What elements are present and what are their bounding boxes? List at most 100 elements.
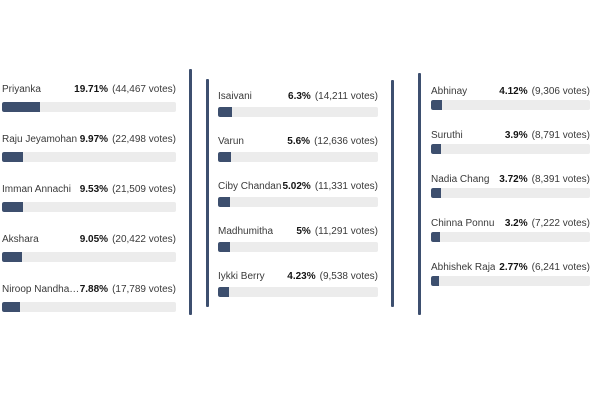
vote-bar-track	[218, 197, 378, 207]
candidate-header: Abhishek Raja 2.77% (6,241 votes)	[431, 262, 590, 274]
vote-bar-fill	[218, 197, 231, 207]
card-divider	[206, 79, 209, 307]
candidate-header: Varun 5.6% (12,636 votes)	[218, 136, 378, 148]
candidate-header: Chinna Ponnu 3.2% (7,222 votes)	[431, 218, 590, 230]
candidate-votes: (8,391 votes)	[531, 174, 590, 185]
candidate-percent: 9.05%	[79, 234, 109, 245]
candidate-percent: 19.71%	[74, 84, 109, 95]
candidate-row: Niroop Nandhak... 7.88% (17,789 votes)	[2, 284, 176, 312]
candidate-header: Niroop Nandhak... 7.88% (17,789 votes)	[2, 284, 176, 296]
candidate-percent: 4.23%	[287, 271, 316, 282]
candidate-percent: 6.3%	[288, 91, 311, 102]
candidate-name: Imman Annachi	[2, 184, 71, 195]
candidate-header: Suruthi 3.9% (8,791 votes)	[431, 130, 590, 142]
poll-column-1: Priyanka 19.71% (44,467 votes) Raju Jeyam…	[2, 84, 176, 334]
vote-bar-track	[218, 152, 378, 162]
vote-bar-fill	[218, 107, 233, 117]
candidate-row: Abhinay 4.12% (9,306 votes)	[431, 86, 590, 110]
candidate-result: 19.71% (44,467 votes)	[74, 84, 176, 96]
candidate-name: Chinna Ponnu	[431, 218, 495, 229]
candidate-percent: 2.77%	[499, 262, 528, 273]
candidate-percent: 9.97%	[79, 134, 109, 145]
vote-bar-track	[218, 107, 378, 117]
card-divider	[189, 69, 192, 315]
vote-bar-track	[2, 252, 176, 262]
candidate-row: Chinna Ponnu 3.2% (7,222 votes)	[431, 218, 590, 242]
candidate-votes: (12,636 votes)	[314, 136, 378, 147]
candidate-row: Priyanka 19.71% (44,467 votes)	[2, 84, 176, 112]
vote-bar-track	[431, 144, 590, 154]
candidate-row: Ciby Chandan 5.02% (11,331 votes)	[218, 181, 378, 207]
candidate-votes: (7,222 votes)	[531, 218, 590, 229]
candidate-percent: 3.72%	[499, 174, 528, 185]
candidate-row: Suruthi 3.9% (8,791 votes)	[431, 130, 590, 154]
candidate-result: 6.3% (14,211 votes)	[288, 91, 378, 103]
candidate-name: Ciby Chandan	[218, 181, 282, 192]
candidate-percent: 9.53%	[79, 184, 109, 195]
vote-bar-track	[2, 102, 176, 112]
candidate-header: Priyanka 19.71% (44,467 votes)	[2, 84, 176, 96]
candidate-percent: 3.2%	[504, 218, 528, 229]
candidate-header: Imman Annachi 9.53% (21,509 votes)	[2, 184, 176, 196]
candidate-name: Priyanka	[2, 84, 41, 95]
candidate-name: Niroop Nandhak...	[2, 284, 80, 295]
candidate-votes: (20,422 votes)	[112, 234, 176, 245]
candidate-header: Madhumitha 5% (11,291 votes)	[218, 226, 378, 238]
candidate-name: Abhinay	[431, 86, 468, 97]
candidate-result: 7.88% (17,789 votes)	[80, 284, 176, 296]
candidate-header: Ciby Chandan 5.02% (11,331 votes)	[218, 181, 378, 193]
vote-bar-fill	[2, 252, 22, 262]
vote-bar-fill	[218, 152, 231, 162]
vote-bar-fill	[431, 276, 440, 286]
candidate-name: Nadia Chang	[431, 174, 490, 185]
candidate-header: Akshara 9.05% (20,422 votes)	[2, 234, 176, 246]
candidate-percent: 5.6%	[287, 136, 311, 147]
vote-bar-fill	[431, 144, 442, 154]
vote-bar-fill	[431, 188, 441, 198]
candidate-row: Isaivani 6.3% (14,211 votes)	[218, 91, 378, 117]
candidate-result: 4.23% (9,538 votes)	[287, 271, 378, 283]
candidate-header: Isaivani 6.3% (14,211 votes)	[218, 91, 378, 103]
vote-bar-fill	[431, 232, 441, 242]
vote-bar-fill	[2, 152, 24, 162]
candidate-votes: (11,291 votes)	[314, 226, 378, 237]
vote-bar-fill	[218, 242, 230, 252]
candidate-result: 9.97% (22,498 votes)	[80, 134, 176, 146]
vote-bar-track	[431, 232, 590, 242]
candidate-votes: (11,331 votes)	[314, 181, 378, 192]
candidate-votes: (14,211 votes)	[314, 91, 378, 102]
vote-bar-track	[431, 276, 590, 286]
candidate-result: 5% (11,291 votes)	[296, 226, 378, 238]
candidate-percent: 3.9%	[504, 130, 528, 141]
candidate-row: Imman Annachi 9.53% (21,509 votes)	[2, 184, 176, 212]
candidate-votes: (6,241 votes)	[531, 262, 590, 273]
candidate-name: Isaivani	[218, 91, 252, 102]
candidate-result: 9.53% (21,509 votes)	[80, 184, 176, 196]
candidate-result: 9.05% (20,422 votes)	[80, 234, 176, 246]
candidate-result: 3.72% (8,391 votes)	[499, 174, 590, 186]
vote-bar-track	[431, 188, 590, 198]
card-divider	[391, 80, 394, 307]
poll-column-3: Abhinay 4.12% (9,306 votes) Suruthi 3.9%(…	[431, 86, 590, 306]
candidate-header: Abhinay 4.12% (9,306 votes)	[431, 86, 590, 98]
vote-bar-fill	[431, 100, 442, 110]
candidate-row: Varun 5.6% (12,636 votes)	[218, 136, 378, 162]
candidate-header: Raju Jeyamohan 9.97% (22,498 votes)	[2, 134, 176, 146]
candidate-percent: 4.12%	[499, 86, 528, 97]
candidate-name: Suruthi	[431, 130, 463, 141]
vote-bar-fill	[2, 202, 23, 212]
candidate-name: Raju Jeyamohan	[2, 134, 78, 145]
vote-bar-fill	[2, 102, 41, 112]
poll-column-2: Isaivani 6.3% (14,211 votes) Varun 5.6% (1…	[218, 91, 378, 316]
vote-bar-fill	[218, 287, 229, 297]
vote-bar-fill	[2, 302, 20, 312]
candidate-votes: (44,467 votes)	[112, 84, 176, 95]
candidate-row: Madhumitha 5% (11,291 votes)	[218, 226, 378, 252]
candidate-row: Abhishek Raja 2.77% (6,241 votes)	[431, 262, 590, 286]
vote-bar-track	[218, 287, 378, 297]
candidate-name: Madhumitha	[218, 226, 274, 237]
candidate-result: 3.9% (8,791 votes)	[505, 130, 590, 142]
candidate-votes: (9,306 votes)	[531, 86, 590, 97]
candidate-percent: 5.02%	[282, 181, 311, 192]
